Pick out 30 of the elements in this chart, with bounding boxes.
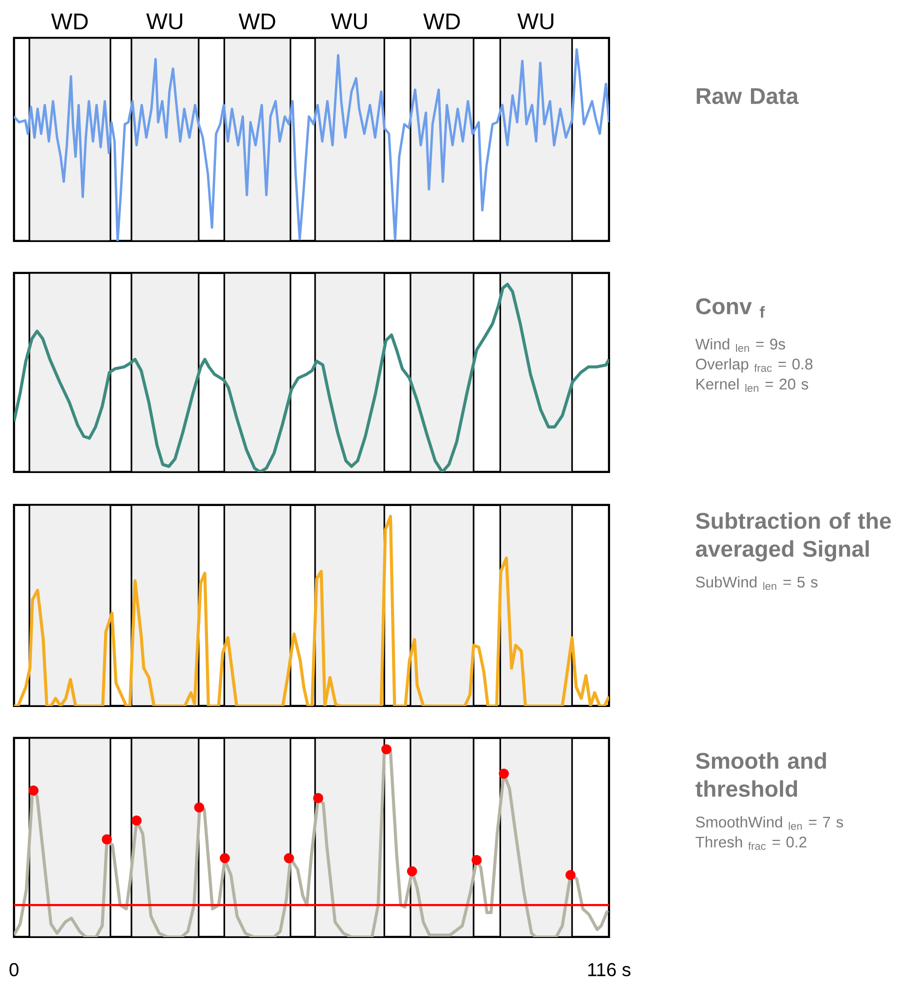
- band-label: WU: [517, 13, 554, 30]
- x-tick-label: 0: [10, 963, 18, 976]
- text: SubWind $_{len}$ = 5 s: [696, 576, 818, 590]
- point: [28, 785, 39, 796]
- point: [498, 768, 509, 779]
- band-label: WU: [146, 13, 182, 30]
- point: [102, 834, 112, 844]
- text: Kernel $_{len}$ = 20 s: [696, 378, 808, 392]
- text: Wind $_{len}$ = 9s: [695, 338, 786, 352]
- text: Subtraction of the averaged Signal: [696, 512, 891, 562]
- point: [313, 793, 324, 804]
- text: Conv $_{f}$: [696, 298, 765, 318]
- text: Raw Data: [696, 88, 799, 104]
- point: [194, 802, 204, 813]
- point: [220, 853, 230, 864]
- point: [472, 854, 482, 866]
- band-label: WD: [51, 14, 88, 30]
- point: [284, 853, 294, 864]
- band-label: WD: [238, 14, 276, 30]
- x-tick-label: 116 s: [588, 963, 630, 976]
- text: Overlap $_{frac}$ = 0.8: [696, 358, 812, 373]
- band-label: WU: [330, 13, 367, 30]
- point: [406, 866, 418, 876]
- point: [132, 816, 142, 826]
- text: Smooth and threshold: [696, 752, 826, 797]
- text: SmoothWind $_{len}$ = 7 s: [696, 816, 844, 830]
- point: [381, 744, 392, 754]
- point: [565, 870, 576, 880]
- band-label: WD: [423, 14, 460, 30]
- text: Thresh $_{frac}$ = 0.2: [696, 836, 806, 850]
